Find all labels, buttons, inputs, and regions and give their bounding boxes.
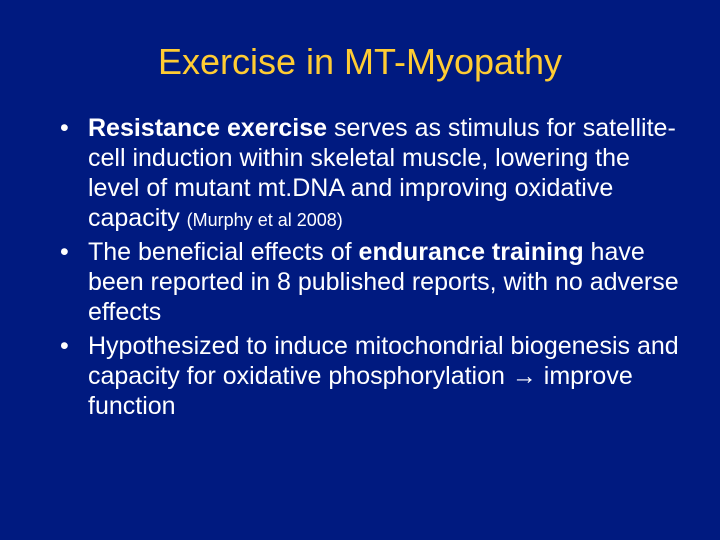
citation: (Murphy et al 2008) [187,210,343,230]
slide: Exercise in MT-Myopathy Resistance exerc… [0,0,720,540]
arrow-icon: → [512,362,537,390]
bullet-item: The beneficial effects of endurance trai… [60,237,680,327]
bullet-item: Hypothesized to induce mitochondrial bio… [60,331,680,421]
bullet-bold-lead: Resistance exercise [88,114,327,142]
bullet-bold-mid: endurance training [359,238,584,266]
bullet-list: Resistance exercise serves as stimulus f… [40,113,680,421]
slide-title: Exercise in MT-Myopathy [40,40,680,83]
bullet-item: Resistance exercise serves as stimulus f… [60,113,680,233]
bullet-text: The beneficial effects of [88,238,359,266]
